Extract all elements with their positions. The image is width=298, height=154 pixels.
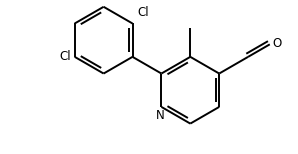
Text: N: N (156, 109, 165, 122)
Text: O: O (272, 37, 282, 50)
Text: Cl: Cl (137, 6, 149, 19)
Text: Cl: Cl (59, 50, 71, 63)
